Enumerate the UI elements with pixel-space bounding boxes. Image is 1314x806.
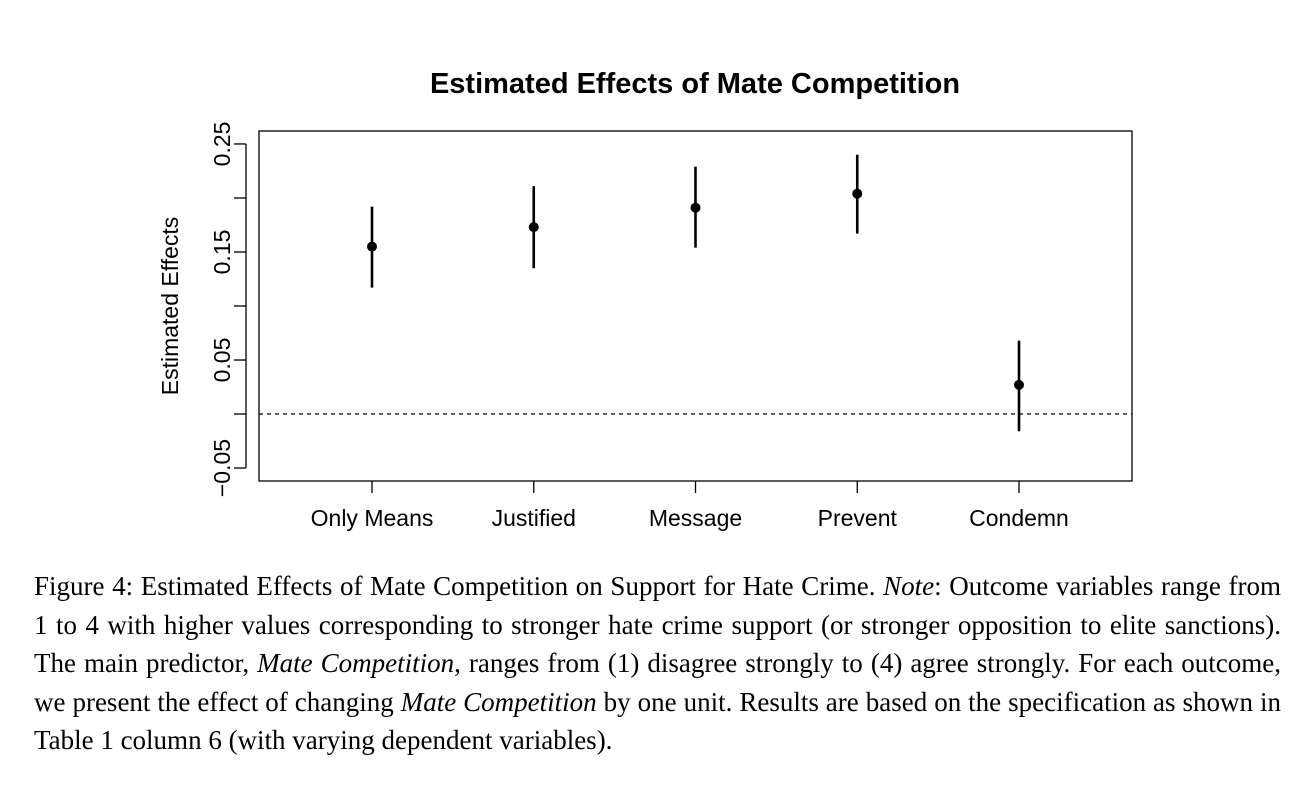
caption-note-part-1: : Outcome variables range from 1 to 4 wi…: [34, 571, 1282, 678]
y-axis-title: Estimated Effects: [157, 217, 183, 396]
x-tick-label: Condemn: [969, 505, 1069, 531]
figure-caption: Figure 4: Estimated Effects of Mate Comp…: [34, 567, 1281, 760]
predictor-name-repeat: Mate Competition: [400, 686, 597, 717]
x-axis: Only Means Justified Message Prevent Condemn: [311, 481, 1069, 531]
y-tick-label: −0.05: [209, 439, 235, 497]
point-estimate: [528, 222, 539, 233]
coefficient-plot: Estimated Effects of Mate Competition Es…: [157, 68, 1133, 531]
caption-note-part-2: , ranges from (1) disagree strongly to (…: [34, 648, 1281, 717]
point-estimate: [367, 241, 377, 252]
point-estimate: [1014, 379, 1024, 390]
chart-title: Estimated Effects of Mate Competition: [430, 68, 960, 100]
y-tick-label: 0.05: [209, 338, 235, 383]
y-tick-label: 0.25: [209, 122, 235, 167]
estimate-marks: [367, 154, 1024, 432]
figure-label: Figure 4:: [34, 571, 134, 601]
predictor-name: Mate Competition: [257, 648, 455, 678]
x-tick-label: Justified: [492, 505, 576, 531]
y-tick-label: 0.15: [209, 230, 235, 275]
caption-title: Estimated Effects of Mate Competition on…: [140, 571, 876, 601]
x-tick-label: Message: [649, 505, 742, 531]
point-estimate: [690, 202, 701, 213]
x-tick-label: Only Means: [311, 505, 434, 531]
point-estimate: [852, 188, 863, 199]
note-label: Note: [883, 571, 935, 601]
caption-note-part-3: by one unit. Results are based on the sp…: [34, 686, 1282, 756]
x-tick-label: Prevent: [818, 505, 898, 531]
y-axis: −0.05 0.05 0.15 0.25: [209, 122, 247, 497]
